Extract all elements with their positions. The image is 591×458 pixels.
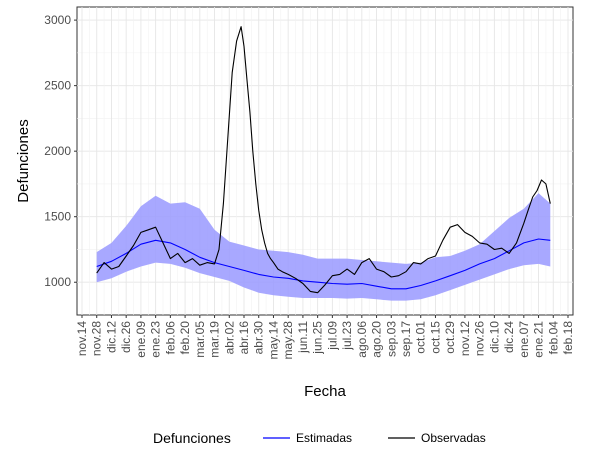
series-line-observadas — [96, 26, 551, 294]
x-tick-label: ene.21 — [532, 321, 546, 358]
series-lines — [96, 26, 551, 294]
confidence-band — [96, 193, 551, 301]
x-tick-label: ene.07 — [517, 321, 531, 358]
x-tick-label: mar.19 — [208, 321, 222, 358]
x-tick-label: nov.14 — [75, 321, 89, 356]
x-tick-label: oct.01 — [414, 321, 428, 354]
x-tick-label: oct.15 — [428, 321, 442, 354]
x-tick-label: sep.17 — [399, 321, 413, 357]
series-line-estimadas — [96, 238, 551, 290]
legend-title: Defunciones — [153, 430, 231, 446]
x-tick-label: nov.28 — [90, 321, 104, 356]
y-tick-label: 1000 — [44, 275, 71, 289]
y-tick-label: 2500 — [44, 79, 71, 93]
x-tick-label: ago.20 — [370, 321, 384, 358]
y-tick-label: 1500 — [44, 210, 71, 224]
y-tick-label: 2000 — [44, 144, 71, 158]
legend-label-observadas: Observadas — [421, 431, 486, 445]
x-tick-label: may.14 — [266, 321, 280, 360]
legend-label-estimadas: Estimadas — [296, 431, 352, 445]
x-tick-label: feb.20 — [178, 321, 192, 355]
x-tick-label: dic.12 — [104, 321, 118, 353]
x-tick-label: nov.26 — [473, 321, 487, 356]
x-tick-label: abr.30 — [252, 321, 266, 355]
x-tick-label: abr.02 — [222, 321, 236, 355]
x-tick-label: feb.06 — [163, 321, 177, 355]
x-tick-label: ago.06 — [355, 321, 369, 358]
x-tick-label: may.28 — [281, 321, 295, 360]
x-tick-label: feb.04 — [546, 321, 560, 355]
x-tick-label: feb.18 — [561, 321, 575, 355]
x-tick-label: oct.29 — [443, 321, 457, 354]
x-axis: nov.14 nov.28 dic.12 dic.26 ene.09 ene.23 feb.… — [75, 315, 575, 359]
x-tick-label: nov.12 — [458, 321, 472, 356]
legend: Defunciones Estimadas Observadas — [153, 430, 486, 446]
x-tick-label: ene.23 — [149, 321, 163, 358]
x-tick-label: dic.24 — [502, 321, 516, 353]
y-tick-label: 3000 — [44, 13, 71, 27]
x-tick-label: abr.16 — [237, 321, 251, 355]
x-tick-label: sep.03 — [384, 321, 398, 357]
x-tick-label: jun.11 — [296, 321, 310, 354]
x-tick-label: dic.10 — [487, 321, 501, 353]
x-tick-label: jul.23 — [340, 321, 354, 351]
x-axis-title: Fecha — [304, 383, 346, 400]
band-area — [96, 193, 551, 301]
x-tick-label: mar.05 — [193, 321, 207, 358]
y-axis: 1000 1500 2000 2500 3000 — [44, 13, 77, 289]
y-axis-title: Defunciones — [15, 119, 32, 202]
x-tick-label: jun.25 — [311, 321, 325, 355]
x-tick-label: dic.26 — [119, 321, 133, 353]
x-tick-label: ene.09 — [134, 321, 148, 358]
x-tick-label: jul.09 — [325, 321, 339, 351]
